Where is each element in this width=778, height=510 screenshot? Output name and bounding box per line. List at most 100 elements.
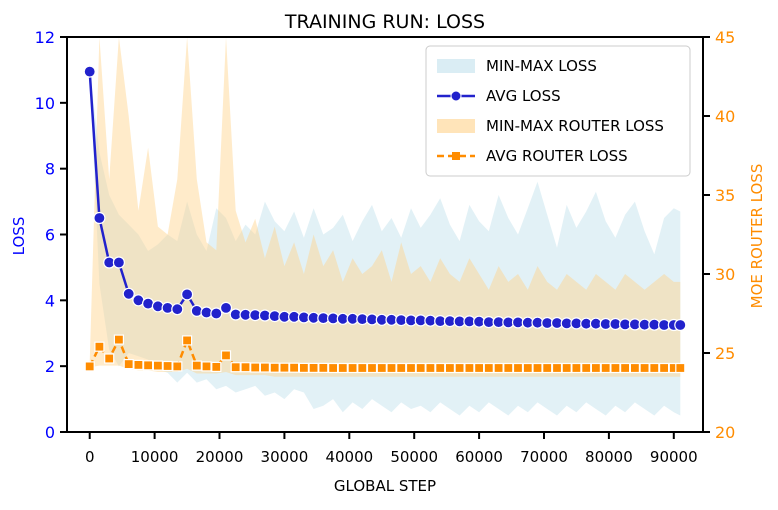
avg-router-loss-point (357, 362, 368, 374)
y-left-tick-label: 12 (35, 28, 55, 47)
avg-router-loss-point (250, 362, 261, 373)
avg-router-loss-point (123, 359, 134, 370)
y-right-tick-label: 20 (715, 423, 735, 442)
avg-router-loss-point (474, 362, 485, 374)
avg-loss-point (674, 318, 687, 332)
avg-router-loss-point (133, 359, 144, 370)
avg-router-loss-point (571, 362, 582, 374)
y-left-tick-label: 4 (45, 291, 55, 310)
y-left-tick-label: 8 (45, 160, 55, 179)
y-right-tick-label: 45 (715, 28, 735, 47)
x-tick-label: 80000 (585, 448, 633, 466)
x-tick-label: 40000 (325, 448, 373, 466)
legend: MIN-MAX LOSS AVG LOSS MIN-MAX ROUTER LOSS A… (425, 45, 691, 177)
avg-router-loss-point (675, 362, 686, 374)
avg-loss-point (219, 301, 233, 314)
avg-router-loss-point (600, 362, 611, 374)
avg-router-loss-point (493, 362, 504, 374)
avg-router-loss-point (629, 362, 641, 374)
avg-loss-point (93, 211, 106, 225)
avg-router-loss-point (639, 362, 650, 374)
avg-router-loss-point (182, 335, 193, 346)
avg-router-loss-point (259, 362, 270, 373)
legend-label: MIN-MAX ROUTER LOSS (486, 117, 664, 135)
avg-router-loss-point (649, 362, 660, 374)
avg-router-loss-point (308, 362, 319, 373)
legend-marker (450, 90, 462, 102)
avg-loss-point (171, 303, 184, 316)
avg-router-loss-point (143, 360, 154, 371)
y-right-tick-label: 40 (715, 107, 735, 126)
legend-swatch (437, 59, 475, 73)
avg-router-loss-point (318, 362, 329, 373)
avg-router-loss-point (298, 362, 309, 373)
x-tick-label: 20000 (196, 448, 244, 466)
avg-router-loss-point (289, 362, 300, 373)
avg-router-loss-point (376, 362, 387, 374)
avg-router-loss-point (269, 362, 280, 373)
avg-router-loss-point (561, 362, 572, 374)
avg-loss-point (83, 65, 96, 78)
avg-router-loss-point (328, 362, 339, 374)
avg-router-loss-point (532, 362, 543, 374)
y-right-tick-label: 35 (715, 186, 735, 205)
avg-router-loss-point (386, 362, 397, 374)
min-max-router-loss-band (89, 37, 681, 377)
avg-router-loss-point (152, 360, 163, 371)
chart-title: TRAINING RUN: LOSS (284, 11, 485, 33)
avg-router-loss-point (201, 361, 212, 372)
y-axis-right-label: MOE ROUTER LOSS (748, 164, 766, 309)
avg-router-loss-point (211, 361, 222, 372)
y-right-tick-label: 30 (715, 265, 735, 284)
legend-label: MIN-MAX LOSS (486, 57, 597, 75)
avg-router-loss-point (483, 362, 494, 374)
y-left-tick-label: 0 (45, 423, 55, 442)
avg-router-loss-point (415, 362, 426, 374)
avg-router-loss-point (84, 361, 95, 372)
x-tick-label: 0 (85, 448, 95, 466)
plot-area (83, 37, 687, 416)
avg-router-loss-point (454, 362, 465, 374)
y-axis-left-label: LOSS (10, 217, 28, 256)
avg-router-loss-point (279, 362, 290, 373)
avg-router-loss-point (347, 362, 358, 374)
x-tick-label: 60000 (455, 448, 503, 466)
avg-router-loss-point (444, 362, 455, 374)
min-max-loss-band (89, 69, 681, 416)
legend-swatch (437, 119, 475, 133)
avg-router-loss-point (172, 361, 183, 372)
avg-router-loss-point (104, 353, 115, 364)
avg-loss-point (210, 307, 223, 320)
avg-router-loss-point (220, 350, 232, 361)
y-right-tick-label: 25 (715, 344, 735, 363)
avg-router-loss-point (590, 362, 602, 374)
avg-router-loss-point (425, 362, 436, 374)
avg-loss-point (122, 287, 135, 300)
avg-router-loss-point (240, 362, 251, 373)
x-tick-label: 50000 (390, 448, 438, 466)
y-left-tick-label: 10 (35, 94, 55, 113)
x-tick-label: 90000 (650, 448, 698, 466)
avg-router-loss-point (366, 362, 378, 374)
avg-loss-point (112, 256, 126, 269)
avg-router-loss-point (337, 362, 348, 374)
avg-router-loss-point (619, 362, 631, 374)
avg-router-loss-point (396, 362, 407, 374)
avg-router-loss-point (522, 362, 533, 374)
x-tick-label: 70000 (520, 448, 568, 466)
y-left-tick-label: 6 (45, 226, 55, 245)
avg-router-loss-point (435, 362, 446, 374)
avg-router-loss-point (162, 360, 173, 372)
legend-box (425, 45, 691, 177)
legend-label: AVG LOSS (486, 87, 561, 105)
avg-router-loss-point (581, 362, 592, 374)
avg-router-loss-point (551, 362, 563, 374)
legend-label: AVG ROUTER LOSS (486, 147, 628, 165)
avg-router-loss-point (542, 362, 553, 374)
avg-router-loss-point (503, 362, 514, 374)
avg-router-loss-point (610, 362, 621, 374)
x-tick-label: 10000 (131, 448, 179, 466)
avg-router-loss-point (405, 362, 417, 374)
